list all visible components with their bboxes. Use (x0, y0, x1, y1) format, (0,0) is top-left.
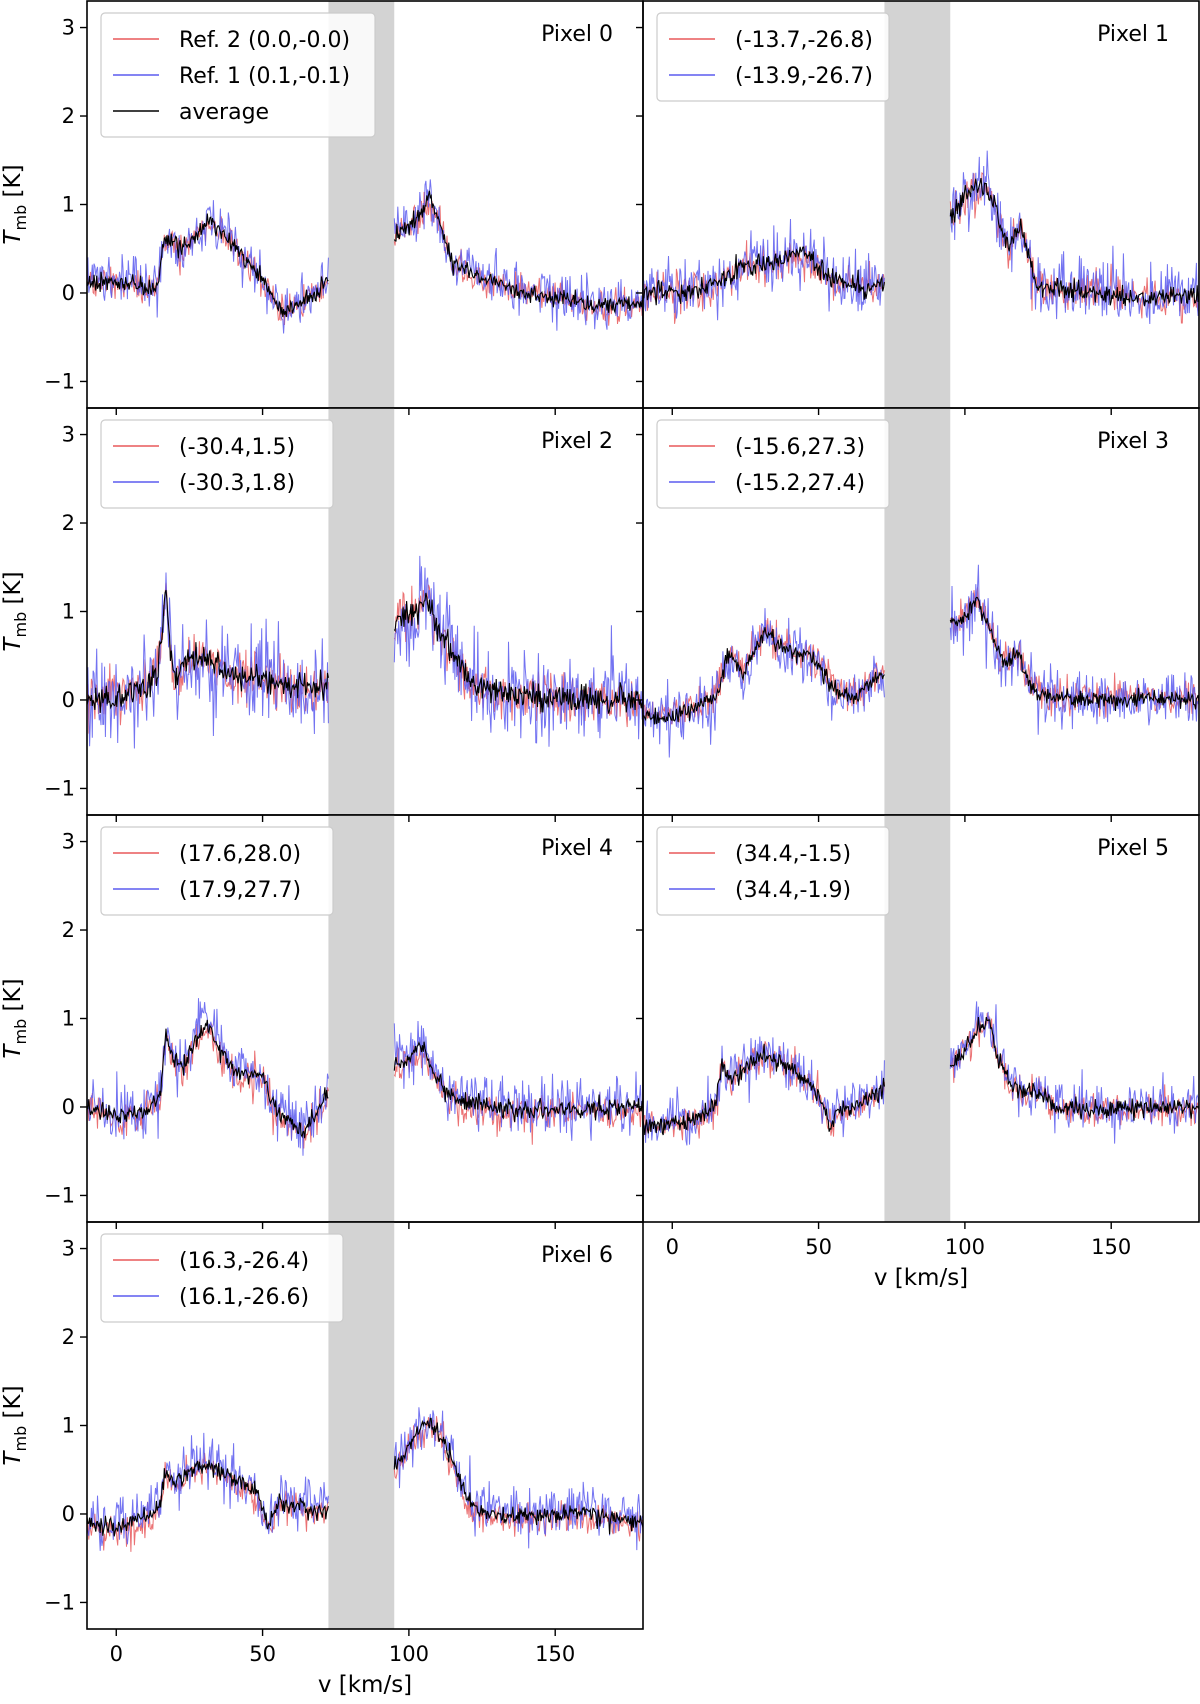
masked-band (884, 815, 951, 1222)
y-axis-label: Tmb [K] (0, 571, 30, 651)
y-tick-label: 0 (62, 688, 75, 712)
y-tick-label: 3 (62, 1237, 75, 1261)
y-tick-label: 1 (62, 600, 75, 624)
average-spectrum-line (393, 1417, 643, 1535)
y-tick-label: 0 (62, 281, 75, 305)
average-spectrum-line (87, 213, 329, 318)
legend-entry: (-15.6,27.3) (735, 435, 865, 460)
legend-entry: (16.3,-26.4) (179, 1249, 309, 1274)
panel-title: Pixel 1 (1097, 22, 1169, 47)
panel-title: Pixel 3 (1097, 429, 1169, 454)
legend-entry: (17.6,28.0) (179, 842, 301, 867)
x-tick-label: 50 (805, 1235, 832, 1259)
ref1-spectrum-line (87, 200, 329, 334)
legend-entry: (-13.7,-26.8) (735, 28, 873, 53)
x-tick-label: 150 (1091, 1235, 1131, 1259)
y-tick-label: −1 (44, 776, 75, 800)
panel-title: Pixel 5 (1097, 836, 1169, 861)
panel-1: Pixel 1 (-13.7,-26.8) (-13.9,-26.7) (636, 0, 1200, 415)
panel-title: Pixel 2 (541, 429, 613, 454)
ref1-spectrum-line (643, 608, 885, 758)
ref1-spectrum-line (87, 1432, 329, 1551)
average-spectrum-line (87, 1019, 329, 1139)
ref1-spectrum-line (949, 1001, 1199, 1144)
legend-box (656, 419, 890, 509)
legend-box (100, 826, 334, 916)
y-tick-label: 0 (62, 1095, 75, 1119)
masked-band (884, 1, 951, 408)
ref1-spectrum-line (949, 150, 1199, 325)
y-tick-label: 2 (62, 104, 75, 128)
y-tick-label: 0 (62, 1502, 75, 1526)
y-tick-label: 1 (62, 193, 75, 217)
x-tick-label: 0 (666, 1235, 679, 1259)
legend-box (100, 1233, 344, 1323)
average-spectrum-line (87, 589, 329, 713)
y-tick-label: 2 (62, 918, 75, 942)
panel-5: 0 50 100 150 v [km/s] Pixel 5 (34.4,-1.5) (34.4… (636, 814, 1200, 1291)
ref1-spectrum-line (393, 1020, 643, 1141)
legend-entry: average (179, 100, 269, 125)
legend-box (100, 419, 334, 509)
legend-entry: (16.1,-26.6) (179, 1285, 309, 1310)
y-tick-label: 1 (62, 1007, 75, 1031)
legend-entry: (-13.9,-26.7) (735, 64, 873, 89)
panel-3: Pixel 3 (-15.6,27.3) (-15.2,27.4) (636, 407, 1200, 822)
ref2-spectrum-line (393, 1416, 643, 1542)
legend-entry: (-30.4,1.5) (179, 435, 295, 460)
average-spectrum-line (643, 627, 885, 725)
y-tick-label: 2 (62, 511, 75, 535)
x-tick-label: 0 (110, 1642, 123, 1666)
ref1-spectrum-line (643, 218, 885, 321)
legend-box (656, 12, 890, 102)
average-spectrum-line (949, 177, 1199, 307)
panel-6: −1 0 1 2 3 0 50 100 150 v [km/s] Tmb [K] Pixel 6 (16… (0, 1221, 644, 1698)
legend-entry: (-30.3,1.8) (179, 471, 295, 496)
y-tick-label: −1 (44, 1590, 75, 1614)
legend-box (100, 12, 376, 138)
average-spectrum-line (949, 596, 1199, 712)
masked-band (884, 408, 951, 815)
x-tick-label: 100 (945, 1235, 985, 1259)
y-tick-label: 1 (62, 1414, 75, 1438)
average-spectrum-line (87, 1459, 329, 1537)
ref1-spectrum-line (393, 555, 643, 747)
average-spectrum-line (393, 190, 643, 315)
average-spectrum-line (393, 1040, 643, 1122)
y-tick-label: −1 (44, 1183, 75, 1207)
average-spectrum-line (643, 246, 885, 306)
panel-title: Pixel 4 (541, 836, 613, 861)
y-axis-label: Tmb [K] (0, 164, 30, 244)
y-tick-label: 2 (62, 1325, 75, 1349)
average-spectrum-line (393, 592, 643, 714)
x-tick-label: 150 (535, 1642, 575, 1666)
panel-title: Pixel 0 (541, 22, 613, 47)
y-axis-label: Tmb [K] (0, 1385, 30, 1465)
average-spectrum-line (643, 1043, 885, 1136)
panel-2: −1 0 1 2 3 Tmb [K] Pixel 2 (-30.4,1.5) (-30.3,1.… (0, 407, 644, 822)
legend-entry: Ref. 1 (0.1,-0.1) (179, 64, 350, 89)
x-tick-label: 50 (249, 1642, 276, 1666)
y-tick-label: 3 (62, 16, 75, 40)
y-tick-label: −1 (44, 369, 75, 393)
legend-entry: (17.9,27.7) (179, 878, 301, 903)
panel-4: −1 0 1 2 3 Tmb [K] Pixel 4 (17.6,28.0) (17.9,27.… (0, 814, 644, 1229)
legend-entry: Ref. 2 (0.0,-0.0) (179, 28, 350, 53)
legend-entry: (34.4,-1.5) (735, 842, 851, 867)
y-tick-label: 3 (62, 830, 75, 854)
panel-title: Pixel 6 (541, 1243, 613, 1268)
x-axis-label: v [km/s] (318, 1672, 412, 1698)
legend-box (656, 826, 890, 916)
average-spectrum-line (949, 1016, 1199, 1121)
panel-0: −1 0 1 2 3 Tmb [K] Pixel 0 Ref. 2 (0.0,-0.0) Ref… (0, 0, 644, 415)
legend-entry: (-15.2,27.4) (735, 471, 865, 496)
masked-band (328, 408, 395, 815)
y-tick-label: 3 (62, 423, 75, 447)
legend-entry: (34.4,-1.9) (735, 878, 851, 903)
masked-band (328, 815, 395, 1222)
x-axis-label: v [km/s] (874, 1265, 968, 1291)
x-tick-label: 100 (389, 1642, 429, 1666)
y-axis-label: Tmb [K] (0, 978, 30, 1058)
